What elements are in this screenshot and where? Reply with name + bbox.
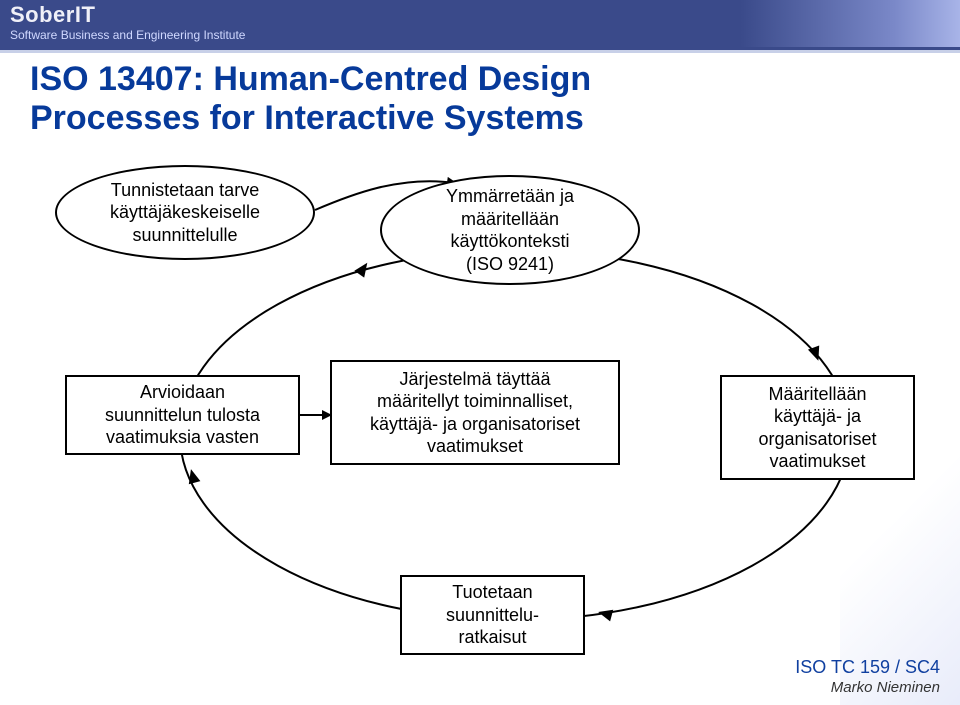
node-specify: Määritelläänkäyttäjä- jaorganisatorisetv… bbox=[720, 375, 915, 480]
page-title: ISO 13407: Human-Centred Design Processe… bbox=[30, 60, 930, 138]
footer-meta: ISO TC 159 / SC4 Marko Nieminen bbox=[795, 657, 940, 697]
page-body: ISO 13407: Human-Centred Design Processe… bbox=[0, 60, 960, 705]
footer-tc: ISO TC 159 / SC4 bbox=[795, 657, 940, 679]
diagram-area: Tunnistetaan tarvekäyttäjäkeskeisellesuu… bbox=[0, 165, 960, 690]
header-bar: SoberIT Software Business and Engineerin… bbox=[0, 0, 960, 53]
node-context: Ymmärretään jamääritelläänkäyttökontekst… bbox=[380, 175, 640, 285]
node-label-context: Ymmärretään jamääritelläänkäyttökontekst… bbox=[438, 181, 582, 279]
node-label-specify: Määritelläänkäyttäjä- jaorganisatorisetv… bbox=[750, 379, 884, 477]
footer-name: Marko Nieminen bbox=[795, 679, 940, 697]
title-line-1: ISO 13407: Human-Centred Design bbox=[30, 60, 591, 98]
node-label-evaluate: Arvioidaansuunnittelun tulostavaatimuksi… bbox=[97, 377, 268, 453]
node-produce: Tuotetaansuunnittelu-ratkaisut bbox=[400, 575, 585, 655]
node-identify: Tunnistetaan tarvekäyttäjäkeskeisellesuu… bbox=[55, 165, 315, 260]
node-system: Järjestelmä täyttäämääritellyt toiminnal… bbox=[330, 360, 620, 465]
node-label-identify: Tunnistetaan tarvekäyttäjäkeskeisellesuu… bbox=[102, 175, 268, 251]
title-line-2: Processes for Interactive Systems bbox=[30, 99, 584, 137]
node-label-system: Järjestelmä täyttäämääritellyt toiminnal… bbox=[362, 364, 588, 462]
node-label-produce: Tuotetaansuunnittelu-ratkaisut bbox=[438, 577, 547, 653]
header-gradient bbox=[740, 0, 960, 47]
node-evaluate: Arvioidaansuunnittelun tulostavaatimuksi… bbox=[65, 375, 300, 455]
